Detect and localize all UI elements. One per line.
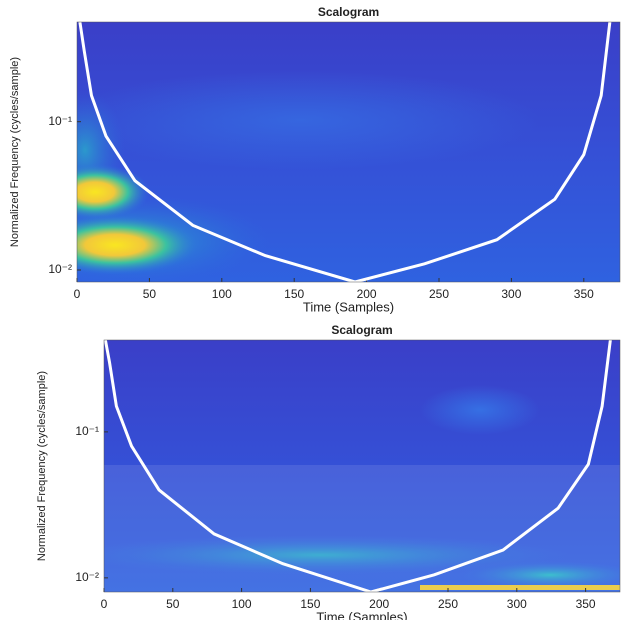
x-tick-label: 350 bbox=[576, 597, 596, 611]
x-tick-label: 200 bbox=[369, 597, 389, 611]
heatmap bbox=[104, 340, 620, 592]
y-axis-label: Normalized Frequency (cycles/sample) bbox=[36, 371, 48, 561]
x-tick-label: 350 bbox=[574, 287, 594, 301]
y-tick-label: 10⁻¹ bbox=[48, 114, 72, 128]
x-tick-label: 300 bbox=[507, 597, 527, 611]
x-tick-label: 250 bbox=[429, 287, 449, 301]
x-tick-label: 150 bbox=[284, 287, 304, 301]
y-tick-label: 10⁻² bbox=[48, 262, 72, 276]
y-axis-label: Normalized Frequency (cycles/sample) bbox=[9, 57, 21, 247]
x-axis-label: Time (Samples) bbox=[316, 609, 407, 620]
x-tick-label: 50 bbox=[143, 287, 157, 301]
plot-frame bbox=[103, 339, 621, 593]
x-tick-label: 300 bbox=[501, 287, 521, 301]
x-axis-label: Time (Samples) bbox=[303, 299, 394, 314]
x-tick-label: 250 bbox=[438, 597, 458, 611]
x-tick-label: 0 bbox=[101, 597, 108, 611]
cone-of-influence bbox=[104, 340, 612, 592]
plot-frame bbox=[76, 21, 621, 283]
x-tick-label: 150 bbox=[300, 597, 320, 611]
chart-title: Scalogram bbox=[318, 5, 379, 19]
x-tick-label: 50 bbox=[166, 597, 180, 611]
cone-of-influence bbox=[78, 22, 612, 282]
x-tick-label: 200 bbox=[357, 287, 377, 301]
x-tick-label: 0 bbox=[74, 287, 81, 301]
x-tick-label: 100 bbox=[232, 597, 252, 611]
y-tick-label: 10⁻¹ bbox=[75, 424, 99, 438]
heatmap bbox=[77, 22, 620, 282]
y-tick-label: 10⁻² bbox=[75, 570, 99, 584]
x-tick-label: 100 bbox=[212, 287, 232, 301]
chart-title: Scalogram bbox=[331, 323, 392, 337]
